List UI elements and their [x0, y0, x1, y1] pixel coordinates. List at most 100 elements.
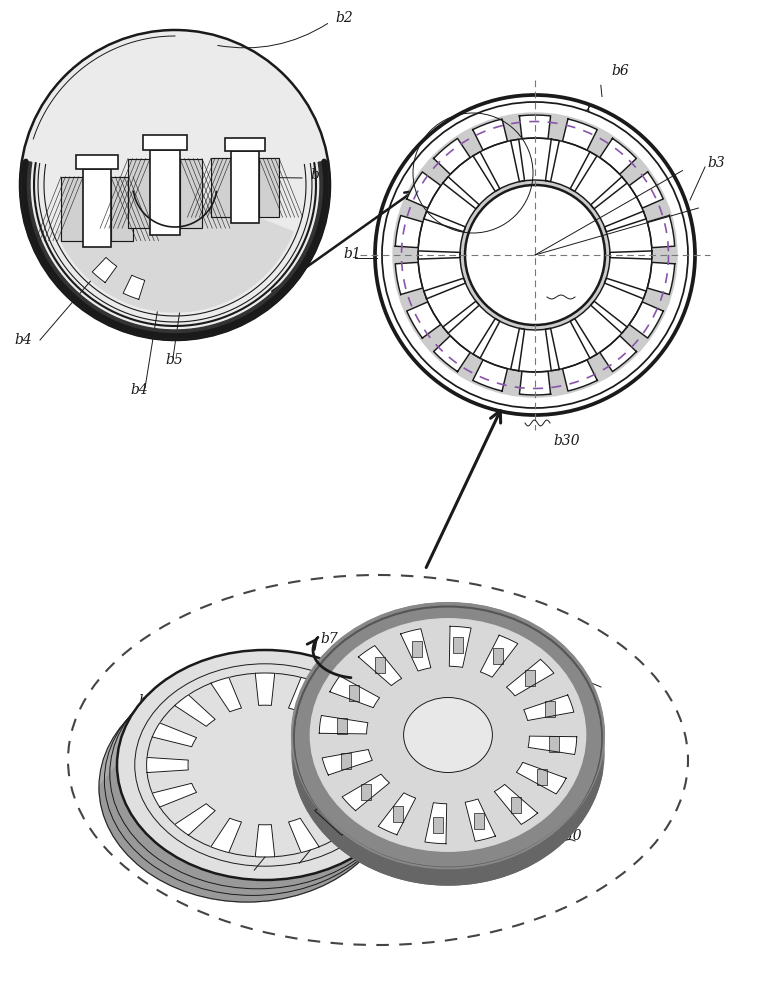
Polygon shape	[473, 360, 507, 391]
Polygon shape	[211, 677, 241, 712]
Polygon shape	[57, 198, 293, 312]
Polygon shape	[494, 784, 537, 824]
Polygon shape	[333, 723, 378, 747]
Polygon shape	[465, 799, 495, 841]
Polygon shape	[315, 695, 355, 726]
Polygon shape	[519, 115, 550, 139]
Polygon shape	[546, 319, 597, 371]
Bar	[128, 158, 150, 228]
Bar	[349, 685, 359, 701]
Polygon shape	[424, 177, 479, 232]
Polygon shape	[443, 301, 500, 358]
Text: b5: b5	[165, 353, 182, 367]
Text: b30: b30	[555, 829, 581, 843]
Ellipse shape	[403, 698, 492, 772]
Text: b30: b30	[553, 434, 580, 448]
Bar	[474, 813, 484, 829]
Ellipse shape	[117, 650, 413, 880]
Polygon shape	[449, 626, 471, 667]
Text: b3: b3	[548, 649, 565, 663]
Polygon shape	[600, 138, 637, 174]
Polygon shape	[255, 825, 275, 857]
Polygon shape	[330, 676, 379, 708]
Text: b5: b5	[510, 752, 528, 766]
Polygon shape	[562, 360, 597, 391]
Circle shape	[393, 113, 677, 397]
Bar	[111, 177, 133, 241]
Text: b1: b1	[138, 694, 156, 708]
Circle shape	[375, 95, 695, 415]
Text: b5: b5	[310, 168, 328, 182]
Polygon shape	[400, 629, 431, 671]
Polygon shape	[424, 278, 479, 333]
Polygon shape	[562, 119, 597, 150]
Bar	[341, 753, 351, 769]
Bar	[259, 158, 279, 217]
Polygon shape	[20, 161, 330, 340]
Text: b2: b2	[390, 627, 408, 641]
Bar	[143, 135, 186, 150]
Polygon shape	[443, 152, 500, 209]
Bar	[225, 138, 265, 151]
Text: b6: b6	[611, 64, 629, 78]
Polygon shape	[647, 215, 674, 248]
Polygon shape	[425, 803, 447, 844]
Polygon shape	[473, 119, 507, 150]
Text: b4: b4	[100, 789, 118, 803]
Bar	[360, 784, 371, 800]
Bar	[337, 718, 347, 734]
Polygon shape	[378, 793, 416, 835]
Polygon shape	[358, 646, 402, 686]
Ellipse shape	[310, 619, 586, 851]
Polygon shape	[395, 262, 422, 295]
Polygon shape	[255, 673, 275, 705]
Polygon shape	[511, 328, 559, 372]
Ellipse shape	[292, 621, 604, 885]
Polygon shape	[546, 139, 597, 191]
Text: b2: b2	[553, 299, 571, 313]
Text: b3: b3	[707, 156, 724, 170]
Polygon shape	[647, 262, 674, 295]
Polygon shape	[434, 336, 470, 372]
Polygon shape	[516, 762, 566, 794]
Bar	[432, 817, 443, 833]
Text: b1: b1	[343, 247, 361, 261]
Text: b7: b7	[320, 632, 338, 646]
Polygon shape	[473, 319, 525, 371]
Polygon shape	[407, 302, 441, 338]
Bar	[211, 158, 231, 217]
Polygon shape	[152, 783, 197, 807]
Polygon shape	[175, 695, 215, 726]
Polygon shape	[519, 371, 550, 395]
Text: b2: b2	[335, 11, 353, 25]
Polygon shape	[407, 172, 441, 208]
Circle shape	[20, 30, 330, 340]
Polygon shape	[524, 695, 574, 721]
Polygon shape	[341, 757, 383, 773]
Bar	[180, 158, 202, 228]
Polygon shape	[147, 757, 188, 773]
Polygon shape	[600, 336, 637, 372]
Bar	[150, 150, 180, 235]
Polygon shape	[418, 211, 466, 259]
Bar	[231, 151, 259, 223]
Polygon shape	[528, 736, 577, 755]
Polygon shape	[92, 257, 117, 283]
Polygon shape	[342, 774, 390, 811]
Polygon shape	[288, 818, 319, 853]
Ellipse shape	[68, 575, 688, 945]
Polygon shape	[123, 275, 145, 299]
Bar	[494, 648, 503, 664]
Polygon shape	[473, 139, 525, 191]
Polygon shape	[319, 715, 368, 734]
Bar	[537, 769, 547, 785]
Bar	[61, 177, 83, 241]
Bar	[76, 155, 117, 169]
Ellipse shape	[292, 603, 604, 867]
Bar	[525, 670, 535, 686]
Text: b4: b4	[130, 383, 148, 397]
Polygon shape	[511, 138, 559, 182]
Polygon shape	[175, 804, 215, 835]
Polygon shape	[418, 251, 466, 299]
Polygon shape	[481, 635, 518, 677]
